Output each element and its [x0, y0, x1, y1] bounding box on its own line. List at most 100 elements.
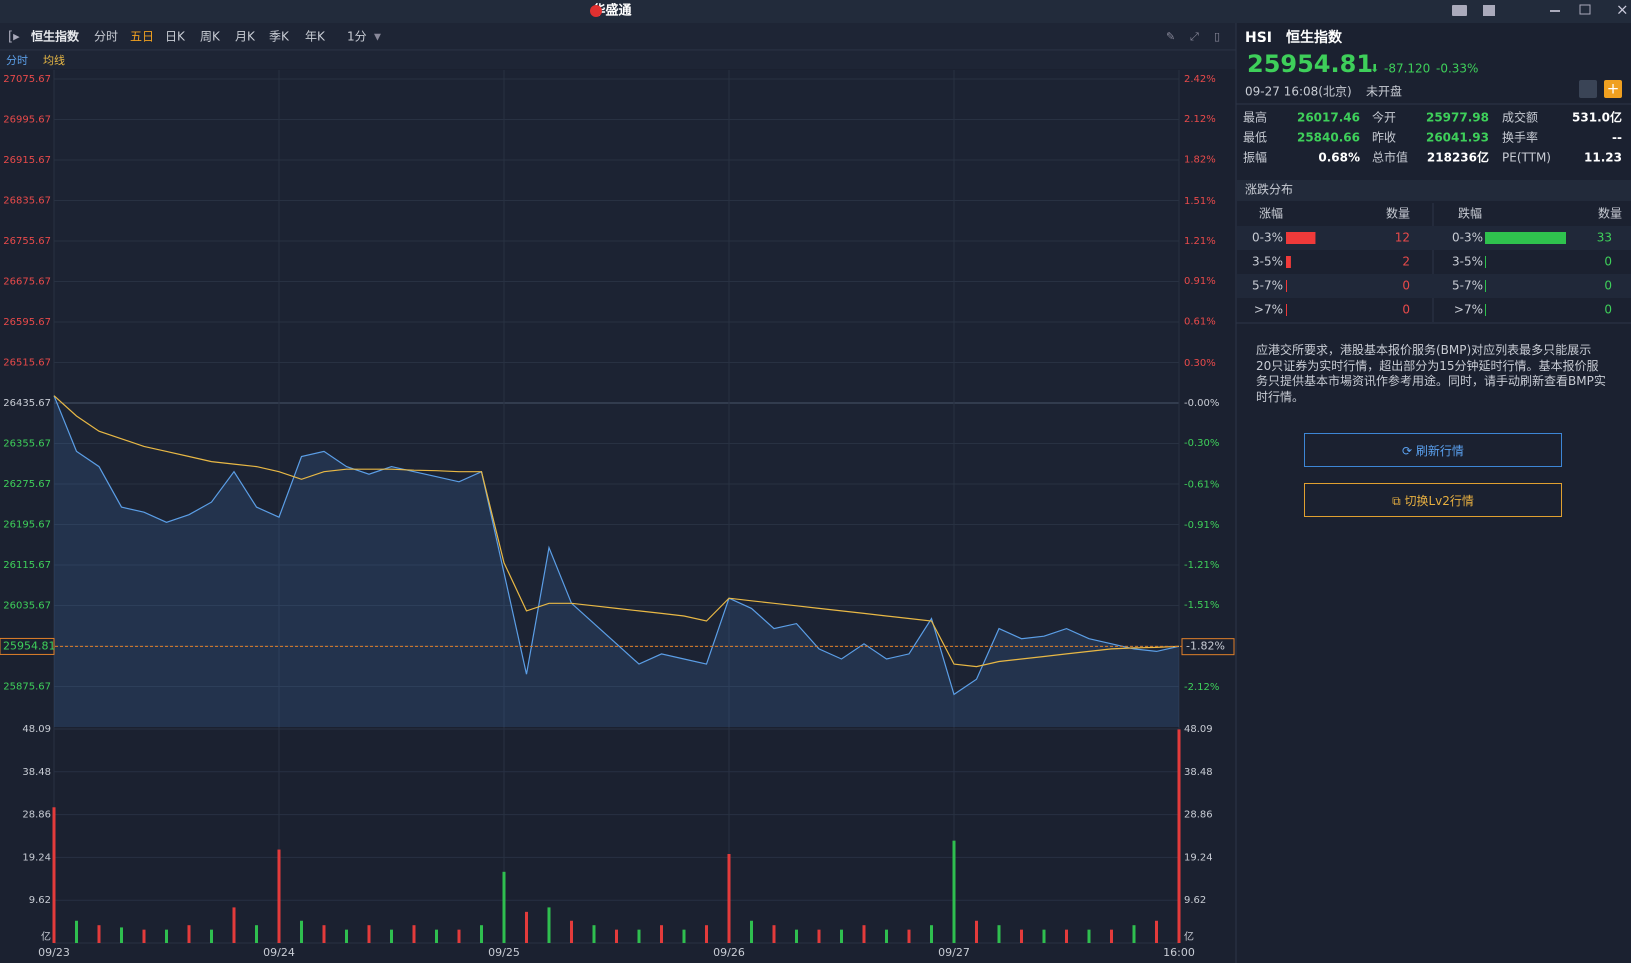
interval-select[interactable]: 1分: [347, 30, 367, 44]
volume-bar: [412, 925, 416, 943]
y-tick-label: 26275.67: [3, 479, 51, 490]
range-label: 5-7%: [1452, 279, 1483, 293]
legend-bar: [0, 51, 1236, 69]
stat-label: 最高: [1243, 110, 1267, 125]
range-label: 5-7%: [1252, 279, 1283, 293]
range-label: >7%: [1254, 303, 1283, 317]
restore[interactable]: [1579, 4, 1591, 15]
notice-text: 应港交所要求，港股基本报价服务(BMP)对应列表最多只能展示20只证券为实时行情…: [1256, 343, 1606, 404]
close[interactable]: ×: [1616, 1, 1629, 19]
volume-bar: [1065, 929, 1068, 943]
range-label: >7%: [1454, 303, 1483, 317]
draw-tool[interactable]: ✎: [1166, 30, 1175, 43]
volume-bar: [277, 849, 281, 943]
minimize[interactable]: [1550, 10, 1560, 12]
stat-label: 最低: [1243, 131, 1267, 145]
y2-tick-label: -2.12%: [1184, 682, 1219, 693]
volume-bar: [1020, 929, 1023, 943]
volume-bar: [502, 871, 506, 943]
refresh-button[interactable]: ⟳ 刷新行情: [1304, 433, 1562, 467]
y-tick-label: 38.48: [22, 767, 51, 778]
y-tick-label: 26675.67: [3, 277, 51, 288]
period-tab[interactable]: 周K: [200, 30, 221, 44]
up-count: 12: [1395, 231, 1410, 245]
volume-bar: [367, 925, 371, 943]
logo: [590, 5, 602, 17]
y-tick-label: 26195.67: [3, 520, 51, 531]
panel-toggle[interactable]: [▸: [8, 30, 20, 45]
alert-button[interactable]: [1579, 80, 1597, 98]
button-label: 刷新行情: [1415, 444, 1464, 458]
quote-change: -87.120: [1384, 62, 1430, 76]
y-tick-label: 26035.67: [3, 601, 51, 612]
down-bar: [1485, 256, 1486, 268]
volume-bar: [862, 925, 866, 943]
column-header: 数量: [1598, 206, 1622, 221]
volume-bar: [300, 920, 303, 943]
period-tab[interactable]: 季K: [269, 30, 290, 44]
volume-bar: [840, 929, 843, 943]
y2-tick-label: -0.00%: [1184, 398, 1219, 409]
y2-tick-label: 1.51%: [1184, 196, 1216, 207]
y2-tick-label: 2.12%: [1184, 114, 1216, 125]
last-change-box: [1181, 638, 1235, 656]
volume-bar: [952, 840, 956, 943]
stat-value: 218236亿: [1427, 150, 1489, 165]
volume-bar: [480, 925, 483, 943]
range-label: 0-3%: [1252, 231, 1283, 245]
y-tick-label: 26755.67: [3, 236, 51, 247]
y-tick-label: 26835.67: [3, 196, 51, 207]
period-tab[interactable]: 日K: [165, 30, 186, 44]
toolbar: [0, 23, 1236, 50]
legend-entry: 分时: [6, 54, 28, 67]
dropdown-arrow[interactable]: ▼: [374, 33, 381, 43]
period-tab[interactable]: 月K: [235, 30, 256, 44]
x-tick-label: 09/25: [488, 946, 520, 959]
volume-bar: [232, 907, 236, 943]
range-label: 3-5%: [1252, 255, 1283, 269]
shirt-icon[interactable]: [1483, 5, 1495, 16]
y-tick-label: 25875.67: [3, 682, 51, 693]
lv2-icon: ⧉: [1392, 494, 1405, 508]
market-status: 未开盘: [1366, 84, 1402, 99]
collapse[interactable]: ▯: [1214, 30, 1220, 43]
y-tick-label: 27075.67: [3, 74, 51, 85]
volume-bar: [750, 920, 753, 943]
add-icon[interactable]: +: [1607, 80, 1620, 98]
volume-bar: [997, 925, 1001, 943]
y2-tick-label: -0.61%: [1184, 480, 1219, 491]
period-tab[interactable]: 分时: [94, 30, 118, 44]
volume-bar: [1155, 920, 1158, 943]
mail-icon[interactable]: [1452, 5, 1467, 16]
fullscreen[interactable]: ⤢: [1190, 30, 1199, 43]
quote-time: 09-27 16:08(北京): [1245, 85, 1352, 99]
y-tick-label: 26995.67: [3, 115, 51, 126]
up-bar: [1286, 232, 1316, 244]
refresh-icon: ⟳: [1402, 444, 1416, 458]
up-count: 0: [1402, 279, 1410, 293]
legend-entry: 均线: [43, 53, 65, 67]
stat-value: 25840.66: [1297, 131, 1360, 145]
period-tab[interactable]: 五日: [130, 30, 154, 44]
up-count: 2: [1402, 255, 1410, 269]
period-tab[interactable]: 年K: [305, 30, 326, 44]
volume-bar: [727, 854, 731, 943]
up-bar: [1286, 280, 1287, 292]
add-button[interactable]: [1604, 80, 1622, 98]
y2-tick-label: 0.61%: [1184, 316, 1216, 327]
stat-label: 成交额: [1502, 110, 1538, 125]
y2-tick-label: 48.09: [1184, 724, 1213, 735]
lv2-button[interactable]: ⧉ 切换Lv2行情: [1304, 483, 1562, 517]
quote-name: 恒生指数: [1286, 29, 1343, 46]
down-bar: [1485, 280, 1486, 292]
volume-bar: [322, 925, 326, 943]
volume-bar: [1042, 929, 1046, 943]
stat-value: 11.23: [1584, 151, 1622, 165]
price-area: [54, 395, 1179, 727]
volume-bar: [390, 929, 393, 943]
volume-bar: [255, 925, 258, 943]
down-count: 0: [1604, 279, 1612, 293]
button-label: 切换Lv2行情: [1404, 494, 1474, 508]
volume-bar: [142, 929, 146, 943]
